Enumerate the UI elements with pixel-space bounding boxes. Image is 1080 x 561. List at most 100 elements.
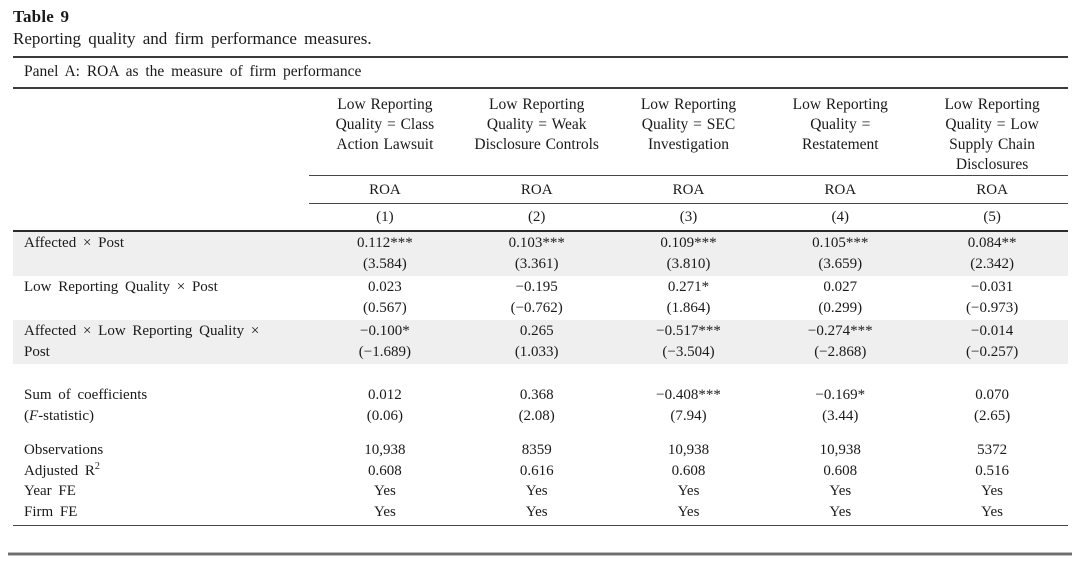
column-header-2: Low Reporting Quality = Weak Disclosure … [461, 89, 613, 175]
estimate-cell: 0.027 [823, 279, 858, 295]
depvar-cell: ROA [369, 182, 401, 198]
fstat-value-cell: (2.65) [973, 408, 1011, 424]
panel-bottom-rule [13, 525, 1068, 526]
stat-value-cell: Yes [829, 483, 852, 499]
stat-value-cell: Yes [525, 503, 548, 520]
sum-value-cell: 0.368 [519, 387, 554, 403]
number-spacer [13, 204, 309, 230]
dependent-variable-row: ROA ROA ROA ROA ROA [13, 176, 1068, 203]
depvar-bottom-rule-row [13, 203, 1068, 204]
stat-value-cell: 5372 [977, 442, 1008, 458]
column-header-text: Low Reporting Quality = Low Supply Chain… [944, 96, 1040, 173]
fstat-value-cell: (0.06) [366, 408, 404, 424]
fstat-value-cell: (2.08) [518, 408, 555, 424]
superscript-2: 2 [94, 460, 100, 472]
column-number-cell: (5) [983, 209, 1001, 225]
stat-value-cell: 0.608 [823, 462, 858, 479]
column-header-text: Low Reporting Quality = Class Action Law… [335, 96, 435, 153]
coef-row-affected-post: Affected × Post 0.112*** 0.103*** 0.109*… [13, 232, 1068, 276]
estimate-cell: −0.031 [970, 279, 1014, 295]
observations-row: Observations 10,938 8359 10,938 10,938 5… [13, 440, 1068, 461]
depvar-cell: ROA [976, 182, 1008, 198]
stat-value-cell: 10,938 [364, 442, 406, 458]
fstat-value-cell: (3.44) [822, 408, 859, 424]
depvar-cell: ROA [520, 182, 553, 198]
stat-label: Observations [24, 442, 104, 458]
estimate-cell: 0.265 [519, 323, 554, 339]
adjusted-r2-row: Adjusted R2 0.608 0.616 0.608 0.608 0.51… [13, 461, 1068, 482]
depvar-top-rule [309, 175, 1068, 176]
tstat-cell: (1.864) [666, 300, 711, 316]
tstat-cell: (−0.973) [965, 300, 1019, 316]
stat-value-cell: Yes [829, 503, 852, 520]
panel-rule [13, 87, 1068, 89]
table-bottom-double-rule [8, 552, 1072, 556]
sum-value-cell: 0.012 [368, 387, 402, 403]
fstat-rest: -statistic) [38, 408, 94, 424]
stat-value-cell: 10,938 [819, 442, 861, 458]
table-title: Table 9 [13, 7, 70, 26]
depvar-bottom-rule [309, 203, 1068, 204]
stat-label: Firm FE [24, 503, 78, 520]
estimate-cell: 0.103*** [508, 235, 565, 251]
adjusted-r2-text: Adjusted R [24, 462, 95, 479]
sum-value-cell: −0.408*** [656, 387, 721, 403]
estimate-cell: −0.274*** [807, 323, 873, 339]
column-header-text: Low Reporting Quality = Weak Disclosure … [474, 96, 599, 153]
estimate-cell: 0.023 [368, 279, 402, 295]
tstat-cell: (−3.504) [662, 344, 715, 360]
tstat-cell: (−0.762) [510, 300, 563, 316]
column-header-5: Low Reporting Quality = Low Supply Chain… [916, 89, 1068, 175]
tstat-cell: (1.033) [514, 344, 559, 360]
panel-a-label: Panel A: ROA as the measure of firm perf… [24, 63, 362, 80]
estimate-cell: 0.084** [967, 235, 1017, 251]
coef-row-lrq-post: Low Reporting Quality × Post 0.023 −0.19… [13, 276, 1068, 320]
header-body-rule [13, 230, 1068, 232]
sum-value-cell: 0.070 [975, 387, 1009, 403]
row-label: Affected × Post [24, 235, 124, 251]
tstat-cell: (−0.257) [965, 344, 1019, 360]
estimate-cell: 0.105*** [812, 235, 869, 251]
estimate-cell: 0.109*** [660, 235, 717, 251]
column-number-cell: (1) [376, 209, 394, 225]
column-number-row: (1) (2) (3) (4) (5) [13, 204, 1068, 230]
column-header-3: Low Reporting Quality = SEC Investigatio… [613, 89, 765, 175]
firm-fe-row: Firm FE Yes Yes Yes Yes Yes [13, 502, 1068, 523]
estimate-cell: −0.014 [970, 323, 1014, 339]
stat-value-cell: Yes [677, 483, 700, 499]
tstat-cell: (3.659) [818, 256, 863, 272]
tstat-cell: (−2.868) [814, 344, 867, 360]
column-number-cell: (2) [527, 209, 546, 225]
depvar-cell: ROA [672, 182, 705, 198]
tstat-cell: (2.342) [970, 256, 1014, 272]
stat-value-cell: 0.616 [519, 462, 554, 479]
column-number-cell: (4) [831, 209, 850, 225]
fstat-letter: F [29, 408, 39, 424]
stat-value-cell: Yes [525, 483, 548, 499]
column-headers-row: Low Reporting Quality = Class Action Law… [13, 89, 1068, 175]
tstat-cell: (3.584) [363, 256, 407, 272]
estimate-cell: 0.112*** [357, 235, 413, 251]
column-header-text: Low Reporting Quality = SEC Investigatio… [640, 96, 737, 153]
column-header-1: Low Reporting Quality = Class Action Law… [309, 89, 461, 175]
stat-label: Adjusted R2 [13, 461, 309, 482]
table-subtitle: Reporting quality and firm performance m… [13, 29, 372, 48]
stat-value-cell: Yes [981, 503, 1003, 520]
stat-value-cell: 8359 [521, 442, 552, 458]
stat-value-cell: 0.608 [671, 462, 706, 479]
stat-value-cell: 0.516 [975, 462, 1009, 479]
section-gap [13, 364, 1068, 384]
depvar-cell: ROA [824, 182, 857, 198]
tstat-cell: (3.361) [514, 256, 559, 272]
sum-of-coefficients-block: Sum of coefficients 0.012 0.368 −0.408**… [13, 384, 1068, 428]
coef-row-affected-lrq-post: Affected × Low Reporting Quality × Post … [13, 320, 1068, 364]
year-fe-row: Year FE Yes Yes Yes Yes Yes [13, 481, 1068, 502]
estimate-cell: −0.517*** [656, 323, 721, 339]
column-header-text: Low Reporting Quality = Restatement [792, 96, 888, 153]
tstat-cell: (3.810) [666, 256, 711, 272]
stat-value-cell: Yes [677, 503, 700, 520]
fstat-open: ( [24, 408, 29, 424]
stat-value-cell: 10,938 [667, 442, 710, 458]
column-header-4: Low Reporting Quality = Restatement [764, 89, 916, 175]
estimate-cell: −0.195 [515, 279, 558, 295]
